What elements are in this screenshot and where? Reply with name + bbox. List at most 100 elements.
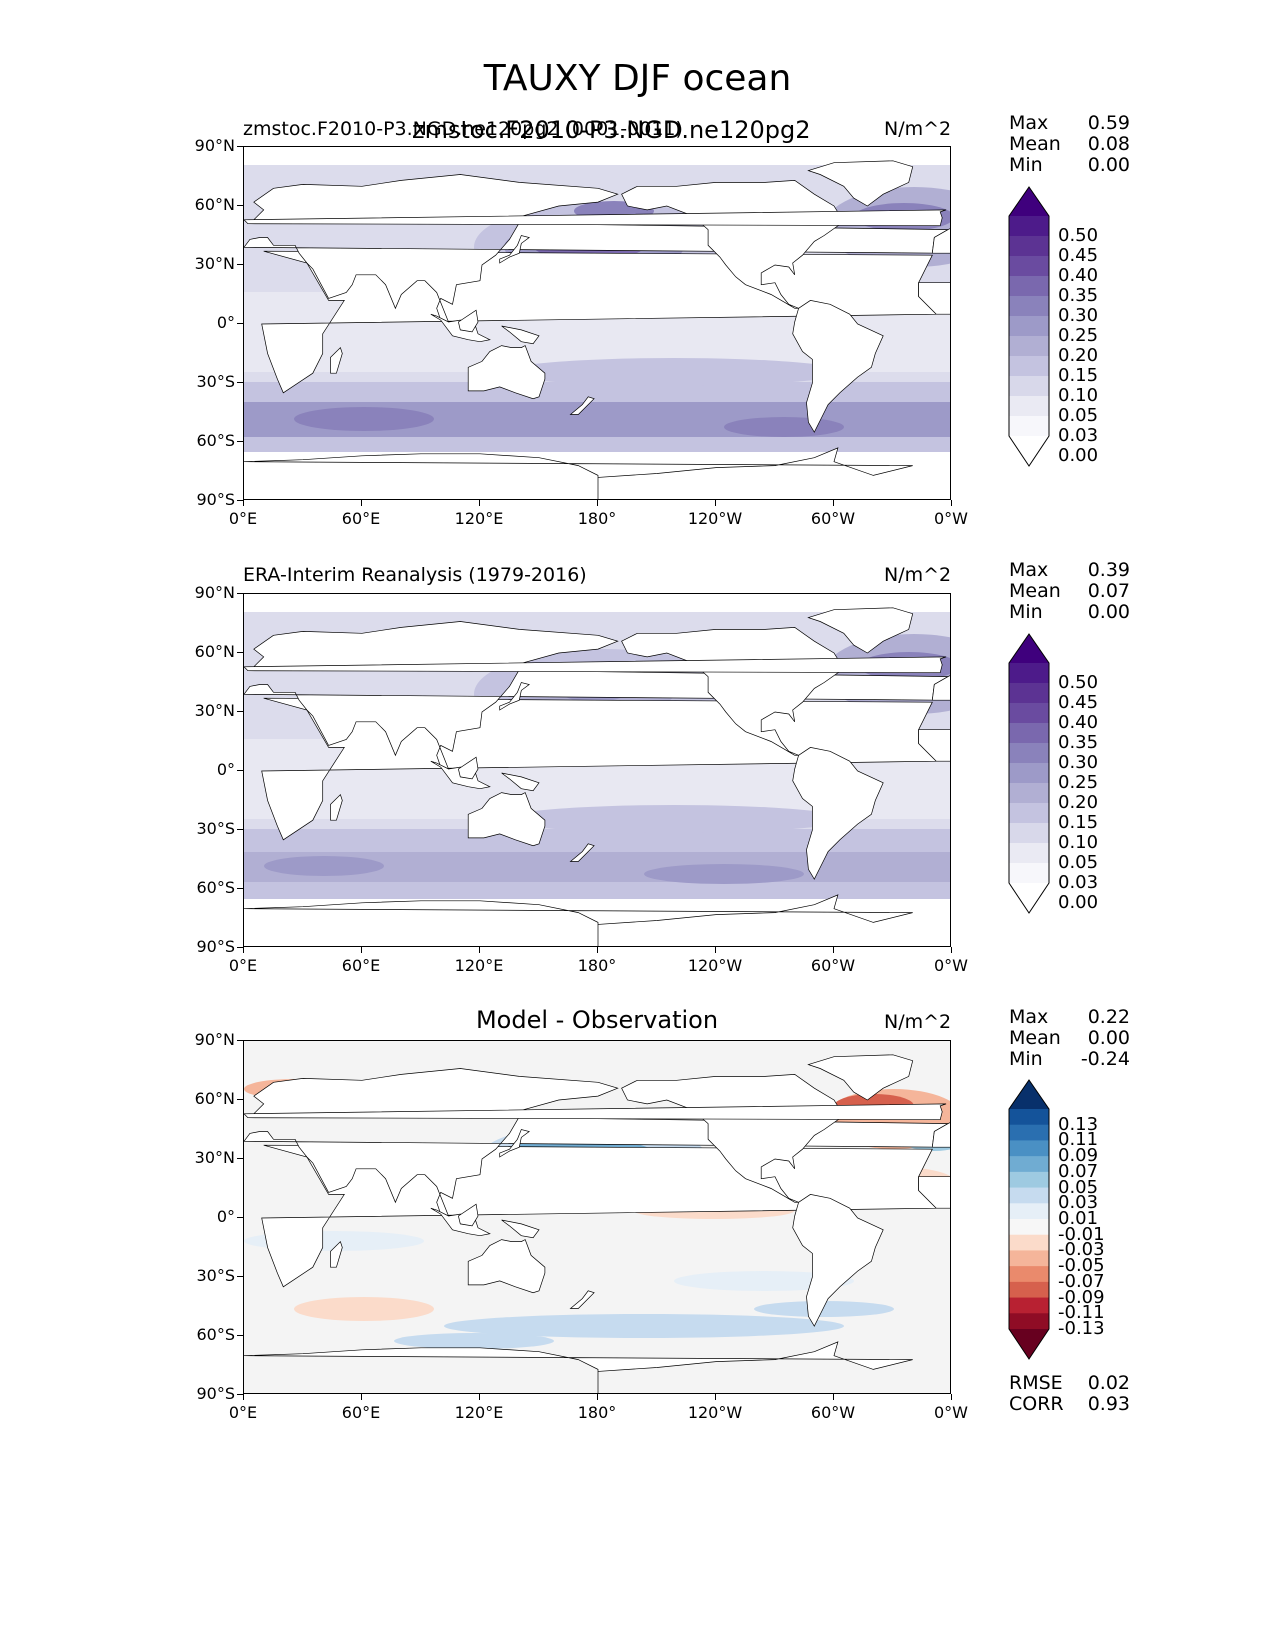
- greenland-land: [807, 607, 914, 654]
- lon-tick-mark: [243, 947, 244, 953]
- lon-tick-mark: [597, 947, 598, 953]
- new-guinea-land: [501, 772, 540, 792]
- lat-tick-mark: [237, 205, 243, 206]
- greenland-land: [807, 1054, 914, 1101]
- lon-tick-label: 60°W: [810, 509, 856, 528]
- trade-s: [504, 358, 844, 386]
- so-pos-2: [754, 1301, 894, 1317]
- lon-tick-label: 120°W: [687, 509, 743, 528]
- lon-tick-label: 180°: [577, 1403, 617, 1422]
- colorbar-tick-label: -0.09: [1058, 1286, 1105, 1308]
- colorbar-tick-label: 0.03: [1058, 872, 1099, 893]
- new-guinea-land: [501, 325, 540, 345]
- colorbar-outline: [1008, 1079, 1050, 1360]
- borneo-land: [458, 309, 479, 333]
- stat-value: 0.00: [1087, 1027, 1130, 1049]
- lat-tick-label: 30°N: [194, 701, 235, 720]
- lon-tick-mark: [243, 500, 244, 506]
- lat-tick-mark: [237, 829, 243, 830]
- lat-tick-mark: [237, 500, 243, 501]
- colorbar-tick-label: -0.11: [1058, 1302, 1105, 1324]
- eurasia-land: [244, 621, 950, 770]
- australia-land: [467, 792, 546, 847]
- lat-tick-label: 60°S: [196, 431, 235, 450]
- colorbar-segment: [1009, 1281, 1049, 1299]
- lat-tick-mark: [237, 947, 243, 948]
- colorbar-tick-label: 0.20: [1058, 345, 1099, 366]
- stat-value: 0.00: [1087, 601, 1130, 623]
- lon-tick-label: 60°E: [341, 1403, 381, 1422]
- colorbar-segment: [1009, 236, 1049, 257]
- colorbar-segment: [1009, 256, 1049, 277]
- lat-tick-mark: [237, 1276, 243, 1277]
- lon-tick-mark: [951, 947, 952, 953]
- stat-value: 0.08: [1087, 133, 1130, 155]
- colorbar-extend-top: [1009, 634, 1049, 663]
- colorbar-segment: [1009, 743, 1049, 764]
- new-zealand-land: [569, 396, 595, 415]
- lon-tick-label: 0°W: [934, 509, 968, 528]
- stat-label: Max: [1009, 1006, 1049, 1028]
- lat-tick-mark: [237, 382, 243, 383]
- antarctica-land: [244, 1341, 913, 1393]
- overlay-title: zmstoc.F2010-P3.NGD.ne120pg2: [412, 116, 811, 144]
- colorbar: [1008, 633, 1050, 914]
- colorbar-segment: [1009, 803, 1049, 824]
- lat-tick-label: 60°N: [194, 642, 235, 661]
- lon-tick-mark: [833, 1394, 834, 1400]
- trade-s: [504, 805, 844, 833]
- new-zealand-land: [569, 843, 595, 862]
- lon-tick-mark: [479, 1394, 480, 1400]
- colorbar-tick-label: 0.25: [1058, 325, 1099, 346]
- australia-land: [467, 1239, 546, 1294]
- lon-tick-mark: [833, 947, 834, 953]
- stat-value: 0.59: [1087, 112, 1130, 134]
- lat-tick-label: 60°N: [194, 1089, 235, 1108]
- colorbar-segment: [1009, 683, 1049, 704]
- lat-tick-label: 90°N: [194, 1030, 235, 1049]
- lat-tick-label: 90°N: [194, 583, 235, 602]
- lon-tick-label: 120°E: [454, 509, 504, 528]
- lat-tick-label: 90°S: [196, 937, 235, 956]
- lat-tick-label: 0°: [216, 1207, 235, 1226]
- sp-pos: [674, 1271, 854, 1291]
- uk-land: [244, 1103, 947, 1121]
- colorbar-segment: [1009, 1124, 1049, 1141]
- colorbar: [1008, 186, 1050, 467]
- colorbar-tick-label: -0.13: [1058, 1318, 1105, 1339]
- colorbar-tick-label: 0.09: [1058, 1145, 1099, 1167]
- lat-tick-mark: [237, 264, 243, 265]
- iberia-land-wrap: [931, 1122, 950, 1148]
- colorbar-segment: [1009, 376, 1049, 397]
- colorbar-segment: [1009, 1109, 1049, 1126]
- stat-label: Min: [1009, 154, 1043, 176]
- colorbar-segment: [1009, 863, 1049, 884]
- colorbar-tick-label: 0.03: [1058, 425, 1099, 446]
- colorbar-segment: [1009, 823, 1049, 844]
- colorbar-tick-label: 0.05: [1058, 1176, 1099, 1198]
- eurasia-land: [244, 174, 950, 323]
- metric-label: RMSE: [1009, 1372, 1063, 1394]
- madagascar-land: [330, 346, 343, 374]
- lat-tick-mark: [237, 323, 243, 324]
- west-africa-land-wrap: [918, 729, 950, 762]
- lat-tick-label: 60°S: [196, 1325, 235, 1344]
- uk-land: [244, 656, 947, 674]
- lon-tick-mark: [715, 500, 716, 506]
- metric-label: CORR: [1009, 1393, 1064, 1415]
- panel3-units: N/m^2: [884, 1011, 952, 1033]
- colorbar-tick-label: 0.10: [1058, 385, 1099, 406]
- lat-tick-mark: [237, 888, 243, 889]
- lon-tick-label: 120°W: [687, 1403, 743, 1422]
- lon-tick-mark: [951, 500, 952, 506]
- colorbar-segment: [1009, 703, 1049, 724]
- lat-tick-label: 90°S: [196, 1384, 235, 1403]
- so-pos-3: [394, 1333, 554, 1349]
- colorbar-segment: [1009, 296, 1049, 317]
- colorbar-segment: [1009, 356, 1049, 377]
- colorbar-segment: [1009, 783, 1049, 804]
- south-america-land: [792, 747, 884, 880]
- west-africa-land-wrap: [918, 1176, 950, 1209]
- new-guinea-land: [501, 1219, 540, 1239]
- colorbar-tick-label: 0.00: [1058, 445, 1099, 466]
